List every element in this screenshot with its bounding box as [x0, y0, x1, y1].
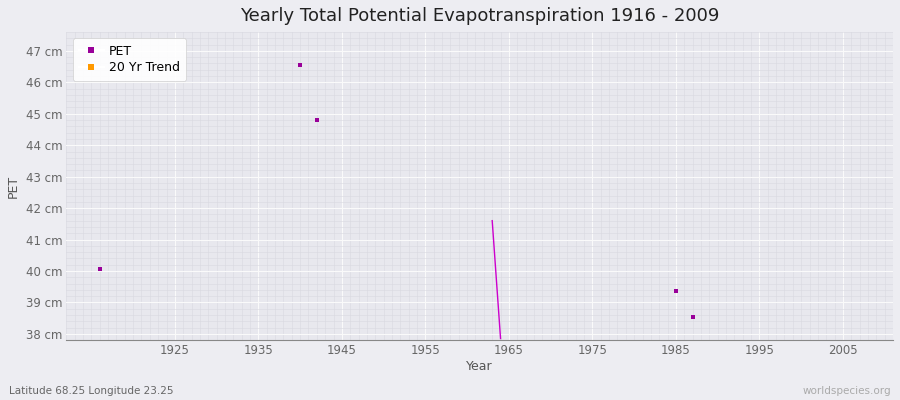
Point [310, 117, 324, 123]
Title: Yearly Total Potential Evapotranspiration 1916 - 2009: Yearly Total Potential Evapotranspiratio… [240, 7, 719, 25]
Point [669, 288, 683, 294]
Point [686, 313, 700, 320]
Point [292, 62, 307, 68]
Text: worldspecies.org: worldspecies.org [803, 386, 891, 396]
Legend: PET, 20 Yr Trend: PET, 20 Yr Trend [73, 38, 186, 80]
Point [93, 266, 107, 272]
Text: Latitude 68.25 Longitude 23.25: Latitude 68.25 Longitude 23.25 [9, 386, 174, 396]
X-axis label: Year: Year [466, 360, 493, 373]
Y-axis label: PET: PET [7, 174, 20, 198]
